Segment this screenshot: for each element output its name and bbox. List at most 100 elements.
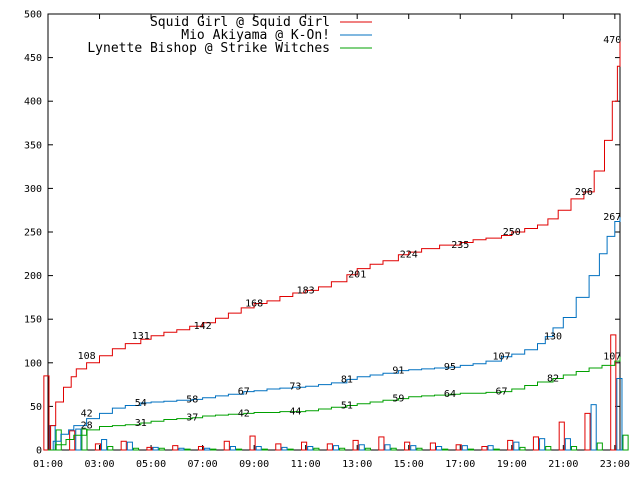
hourly-bar — [364, 447, 371, 451]
y-tick-label: 50 — [30, 402, 42, 413]
data-label: 82 — [547, 373, 559, 384]
hourly-bar — [235, 448, 243, 451]
x-tick-label: 11:00 — [291, 459, 321, 470]
hourly-bar — [223, 440, 230, 451]
hourly-bar — [249, 435, 256, 451]
y-tick-label: 350 — [24, 140, 42, 151]
data-label: 224 — [400, 250, 418, 261]
data-label: 107 — [492, 352, 510, 363]
data-label: 201 — [348, 270, 366, 281]
data-label: 470 — [603, 35, 621, 46]
y-tick-label: 500 — [24, 10, 42, 21]
legend-entry-label: Squid Girl @ Squid Girl — [150, 15, 330, 30]
x-tick-label: 23:00 — [600, 459, 630, 470]
y-tick-label: 150 — [24, 315, 42, 326]
hourly-bar — [75, 428, 82, 451]
hourly-bar — [120, 440, 127, 451]
hourly-bar — [275, 443, 282, 451]
series-lines — [48, 40, 621, 451]
hourly-bar — [467, 448, 475, 451]
y-tick-label: 100 — [24, 358, 42, 369]
hourly-bar — [570, 446, 578, 451]
hourly-bar — [287, 448, 294, 451]
hourly-bar — [558, 421, 565, 451]
hourly-bar — [564, 438, 571, 451]
hourly-bar — [101, 439, 108, 451]
data-label: 42 — [238, 408, 250, 419]
hourly-bar — [126, 441, 133, 451]
hourly-bar — [622, 434, 629, 451]
x-tick-label: 03:00 — [84, 459, 114, 470]
hourly-bar — [197, 446, 205, 451]
x-tick-label: 13:00 — [342, 459, 372, 470]
data-label: 28 — [81, 421, 93, 432]
data-label: 51 — [341, 401, 353, 412]
hourly-bar — [493, 448, 500, 451]
hourly-bar — [307, 446, 314, 451]
hourly-bar — [281, 446, 288, 451]
hourly-bar — [584, 412, 591, 451]
hourly-bar — [229, 446, 236, 451]
y-tick-label: 300 — [24, 184, 42, 195]
hourly-bar — [210, 448, 217, 451]
hourly-bar — [204, 447, 211, 451]
hourly-bar — [390, 447, 397, 451]
data-label: 250 — [503, 227, 521, 238]
series-line — [48, 356, 621, 451]
hourly-bar — [152, 446, 159, 451]
data-label: 58 — [186, 394, 198, 405]
data-label: 267 — [603, 212, 621, 223]
x-tick-label: 17:00 — [445, 459, 475, 470]
hourly-bar — [545, 446, 552, 451]
data-label: 142 — [194, 321, 212, 332]
x-tick-label: 07:00 — [188, 459, 218, 470]
data-label: 108 — [78, 351, 96, 362]
hourly-bar — [461, 445, 468, 451]
hourly-bar — [596, 442, 603, 451]
hourly-bar — [158, 447, 165, 451]
hourly-bar — [81, 428, 88, 451]
hourly-bar — [132, 447, 140, 451]
hourly-bar — [352, 439, 359, 451]
x-axis: 01:00 03:00 05:00 07:00 09:00 11:00 13:00 15:00… — [33, 14, 630, 470]
y-tick-label: 400 — [24, 97, 42, 108]
data-label: 42 — [81, 408, 93, 419]
hourly-bar — [590, 404, 597, 451]
hourly-bar — [455, 444, 462, 451]
hourly-bar — [435, 446, 443, 451]
data-label: 296 — [575, 187, 593, 198]
hourly-bar — [410, 445, 417, 451]
y-tick-label: 450 — [24, 53, 42, 64]
x-tick-label: 09:00 — [239, 459, 269, 470]
hourly-bar — [255, 446, 262, 451]
legend-entry-label: Mio Akiyama @ K-On! — [181, 28, 330, 43]
hourly-bar — [301, 441, 308, 451]
x-tick-label: 21:00 — [548, 459, 578, 470]
hourly-bar — [378, 436, 385, 451]
hourly-bar — [261, 448, 268, 451]
data-label: 91 — [392, 366, 404, 377]
data-label: 67 — [495, 387, 507, 398]
data-label: 44 — [289, 407, 301, 418]
data-label: 131 — [132, 331, 150, 342]
data-label: 95 — [444, 362, 456, 373]
data-label: 59 — [392, 394, 404, 405]
hourly-bar — [507, 439, 514, 451]
hourly-bar — [146, 446, 153, 451]
hourly-bar — [610, 334, 617, 451]
y-tick-label: 200 — [24, 271, 42, 282]
data-labels: 108 131 142 168 183 201 224 235 250 296 470 42 54 58 6… — [78, 35, 622, 431]
y-tick-label: 250 — [24, 228, 42, 239]
data-label: 130 — [544, 332, 562, 343]
hourly-bar — [513, 441, 520, 451]
hourly-bar — [184, 448, 191, 451]
data-label: 67 — [238, 387, 250, 398]
x-tick-label: 15:00 — [394, 459, 424, 470]
hourly-bar — [94, 443, 102, 451]
hourly-bar — [384, 444, 391, 451]
hourly-bars — [43, 334, 629, 451]
hourly-bar — [487, 445, 494, 451]
plot-area — [47, 13, 621, 451]
data-label: 168 — [245, 299, 263, 310]
legend-entry-label: Lynette Bishop @ Strike Witches — [87, 41, 330, 56]
